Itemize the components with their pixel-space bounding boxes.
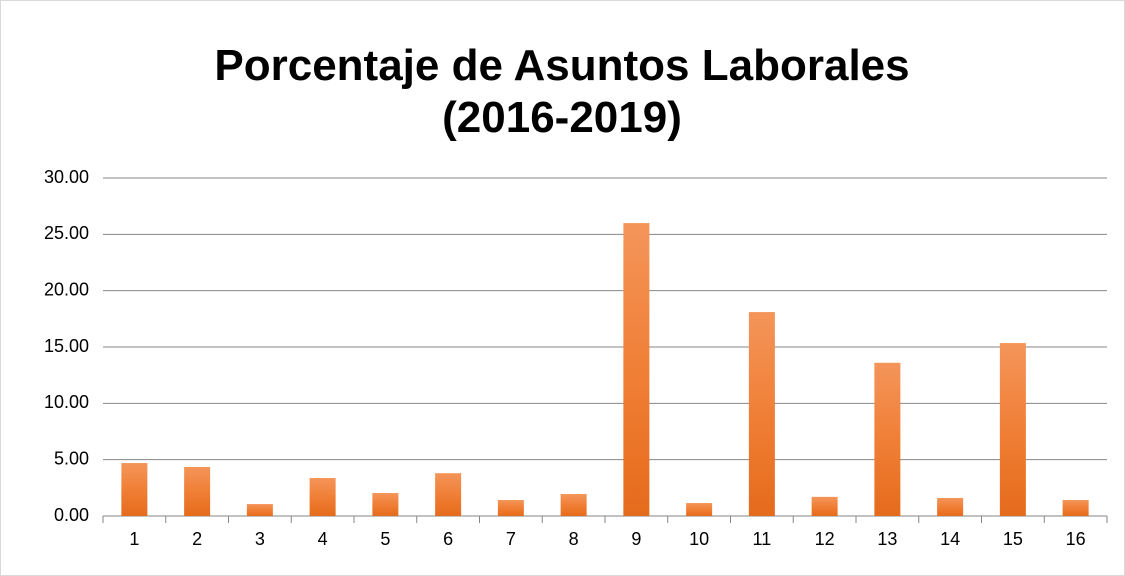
bar: [999, 343, 1026, 516]
bar: [435, 473, 462, 516]
x-tick-label: 5: [380, 529, 390, 549]
bar: [309, 478, 336, 516]
bar: [1062, 500, 1089, 516]
x-tick-label: 13: [877, 529, 897, 549]
x-tick-label: 1: [129, 529, 139, 549]
x-tick-label: 14: [940, 529, 960, 549]
bar: [623, 223, 650, 517]
x-tick-label: 11: [753, 529, 772, 549]
y-tick-label: 20.00: [44, 279, 89, 299]
bar: [121, 463, 148, 516]
x-tick-label: 10: [689, 529, 709, 549]
y-tick-label: 10.00: [44, 392, 89, 412]
chart-title: Porcentaje de Asuntos Laborales (2016-20…: [214, 41, 910, 142]
bar: [372, 493, 399, 516]
x-tick-label: 6: [443, 529, 453, 549]
x-tick-label: 3: [255, 529, 265, 549]
bar: [811, 496, 838, 516]
x-tick-label: 16: [1066, 529, 1086, 549]
y-tick-label: 0.00: [54, 505, 89, 525]
bar: [874, 362, 901, 516]
bar: [184, 466, 211, 516]
y-tick-label: 25.00: [44, 223, 89, 243]
bar: [937, 497, 964, 516]
bar: [497, 500, 524, 516]
x-tick-label: 15: [1003, 529, 1023, 549]
bar: [246, 504, 273, 516]
y-tick-label: 5.00: [54, 448, 89, 468]
bar: [686, 503, 713, 516]
y-tick-label: 15.00: [44, 336, 89, 356]
x-tick-label: 7: [506, 529, 516, 549]
x-tick-label: 4: [318, 529, 328, 549]
x-tick-label: 12: [815, 529, 835, 549]
y-tick-label: 30.00: [44, 167, 89, 187]
x-tick-label: 2: [192, 529, 202, 549]
bar: [560, 494, 587, 516]
x-tick-label: 8: [569, 529, 579, 549]
bar: [748, 312, 775, 516]
x-tick-label: 9: [631, 529, 641, 549]
